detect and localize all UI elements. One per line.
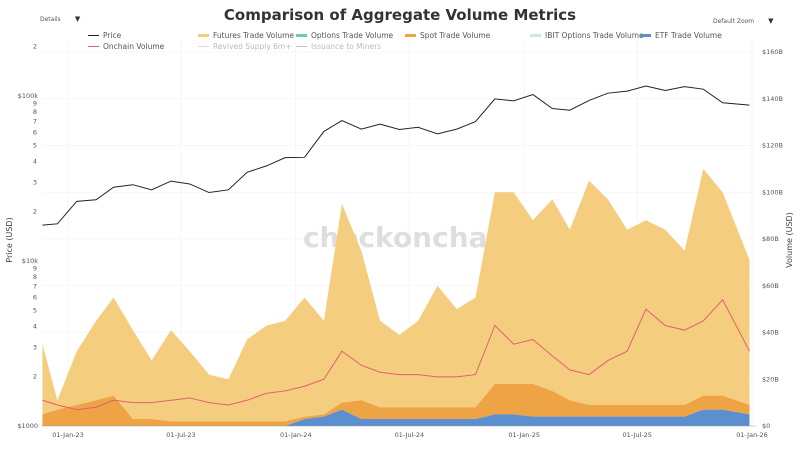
left-tick-label: 2 <box>33 372 37 380</box>
left-tick-label: 2 <box>33 42 37 50</box>
left-tick-label: $10k <box>22 257 38 265</box>
left-tick-label: $100k <box>18 92 39 100</box>
x-tick-label: 01-Jul-25 <box>622 431 651 439</box>
left-tick-label: 7 <box>33 283 37 291</box>
legend-label: Revived Supply 6m+ <box>213 42 292 51</box>
left-tick-label: 2 <box>33 207 37 215</box>
left-tick-label: 5 <box>33 142 37 150</box>
right-tick-label: $80B <box>762 235 779 243</box>
left-tick-label: 9 <box>33 100 37 108</box>
legend-label: Price <box>103 31 122 40</box>
x-tick-label: 01-Jan-23 <box>52 431 84 439</box>
left-tick-label: 4 <box>33 323 37 331</box>
right-tick-label: $40B <box>762 329 779 337</box>
legend-swatch <box>88 34 99 37</box>
details-dropdown[interactable]: Details ▼ <box>40 15 80 23</box>
legend-label: Options Trade Volume <box>311 31 394 40</box>
details-label: Details <box>40 16 61 23</box>
legend-swatch <box>405 34 416 37</box>
legend-swatch <box>296 34 307 37</box>
right-tick-label: $60B <box>762 282 779 290</box>
left-tick-label: 6 <box>33 129 37 137</box>
left-tick-label: $1000 <box>17 422 38 430</box>
left-tick-label: 6 <box>33 294 37 302</box>
legend-item[interactable]: Revived Supply 6m+ <box>198 42 292 51</box>
legend-label: Issuance to Miners <box>311 42 382 51</box>
legend-swatch <box>198 34 209 37</box>
legend-item[interactable]: Options Trade Volume <box>296 31 393 40</box>
left-tick-label: 9 <box>33 265 37 273</box>
legend-item[interactable]: Issuance to Miners <box>296 42 381 51</box>
x-tick-label: 01-Jan-26 <box>736 431 768 439</box>
left-tick-label: 8 <box>33 108 37 116</box>
legend-item[interactable]: Onchain Volume <box>88 42 164 51</box>
legend-label: Spot Trade Volume <box>420 31 491 40</box>
legend-swatch <box>640 34 651 37</box>
left-tick-label: 3 <box>33 178 37 186</box>
legend-label: Futures Trade Volume <box>213 31 294 40</box>
legend-item[interactable]: Spot Trade Volume <box>405 31 490 40</box>
x-tick-label: 01-Jul-24 <box>395 431 424 439</box>
x-tick-label: 01-Jul-23 <box>166 431 195 439</box>
legend-label: Onchain Volume <box>103 42 165 51</box>
area-futures-trade-volume <box>42 168 750 422</box>
legend-swatch <box>198 45 209 48</box>
legend-item[interactable]: IBIT Options Trade Volume <box>530 31 644 40</box>
left-tick-label: 7 <box>33 118 37 126</box>
chart-title: Comparison of Aggregate Volume Metrics <box>223 6 577 24</box>
left-tick-label: 8 <box>33 273 37 281</box>
legend-item[interactable]: ETF Trade Volume <box>640 31 722 40</box>
right-tick-label: $20B <box>762 375 779 383</box>
area-spot-trade-volume <box>42 383 750 426</box>
right-tick-label: $0 <box>762 422 770 430</box>
legend-label: IBIT Options Trade Volume <box>545 31 644 40</box>
legend-label: ETF Trade Volume <box>655 31 722 40</box>
chevron-down-icon: ▼ <box>74 15 81 23</box>
zoom-dropdown[interactable]: Default Zoom ▼ <box>713 17 774 25</box>
right-tick-label: $100B <box>762 188 783 196</box>
left-tick-label: 4 <box>33 158 37 166</box>
chevron-down-icon: ▼ <box>768 17 774 25</box>
left-tick-label: 3 <box>33 343 37 351</box>
right-tick-label: $140B <box>762 95 783 103</box>
area-etf-trade-volume <box>42 409 750 426</box>
right-axis-label: Volume (USD) <box>785 212 794 268</box>
line-onchain-volume <box>42 298 750 411</box>
x-tick-label: 01-Jan-24 <box>280 431 312 439</box>
x-tick-label: 01-Jan-25 <box>508 431 540 439</box>
legend-item[interactable]: Price <box>88 31 121 40</box>
right-tick-label: $160B <box>762 48 783 56</box>
right-tick-label: $120B <box>762 142 783 150</box>
legend-swatch <box>88 45 99 48</box>
legend-swatch <box>296 45 307 48</box>
legend-swatch <box>530 34 541 37</box>
left-axis-label: Price (USD) <box>5 217 14 262</box>
legend-item[interactable]: Futures Trade Volume <box>198 31 294 40</box>
zoom-label: Default Zoom <box>713 18 755 25</box>
left-tick-label: 5 <box>33 307 37 315</box>
line-price <box>42 85 750 226</box>
